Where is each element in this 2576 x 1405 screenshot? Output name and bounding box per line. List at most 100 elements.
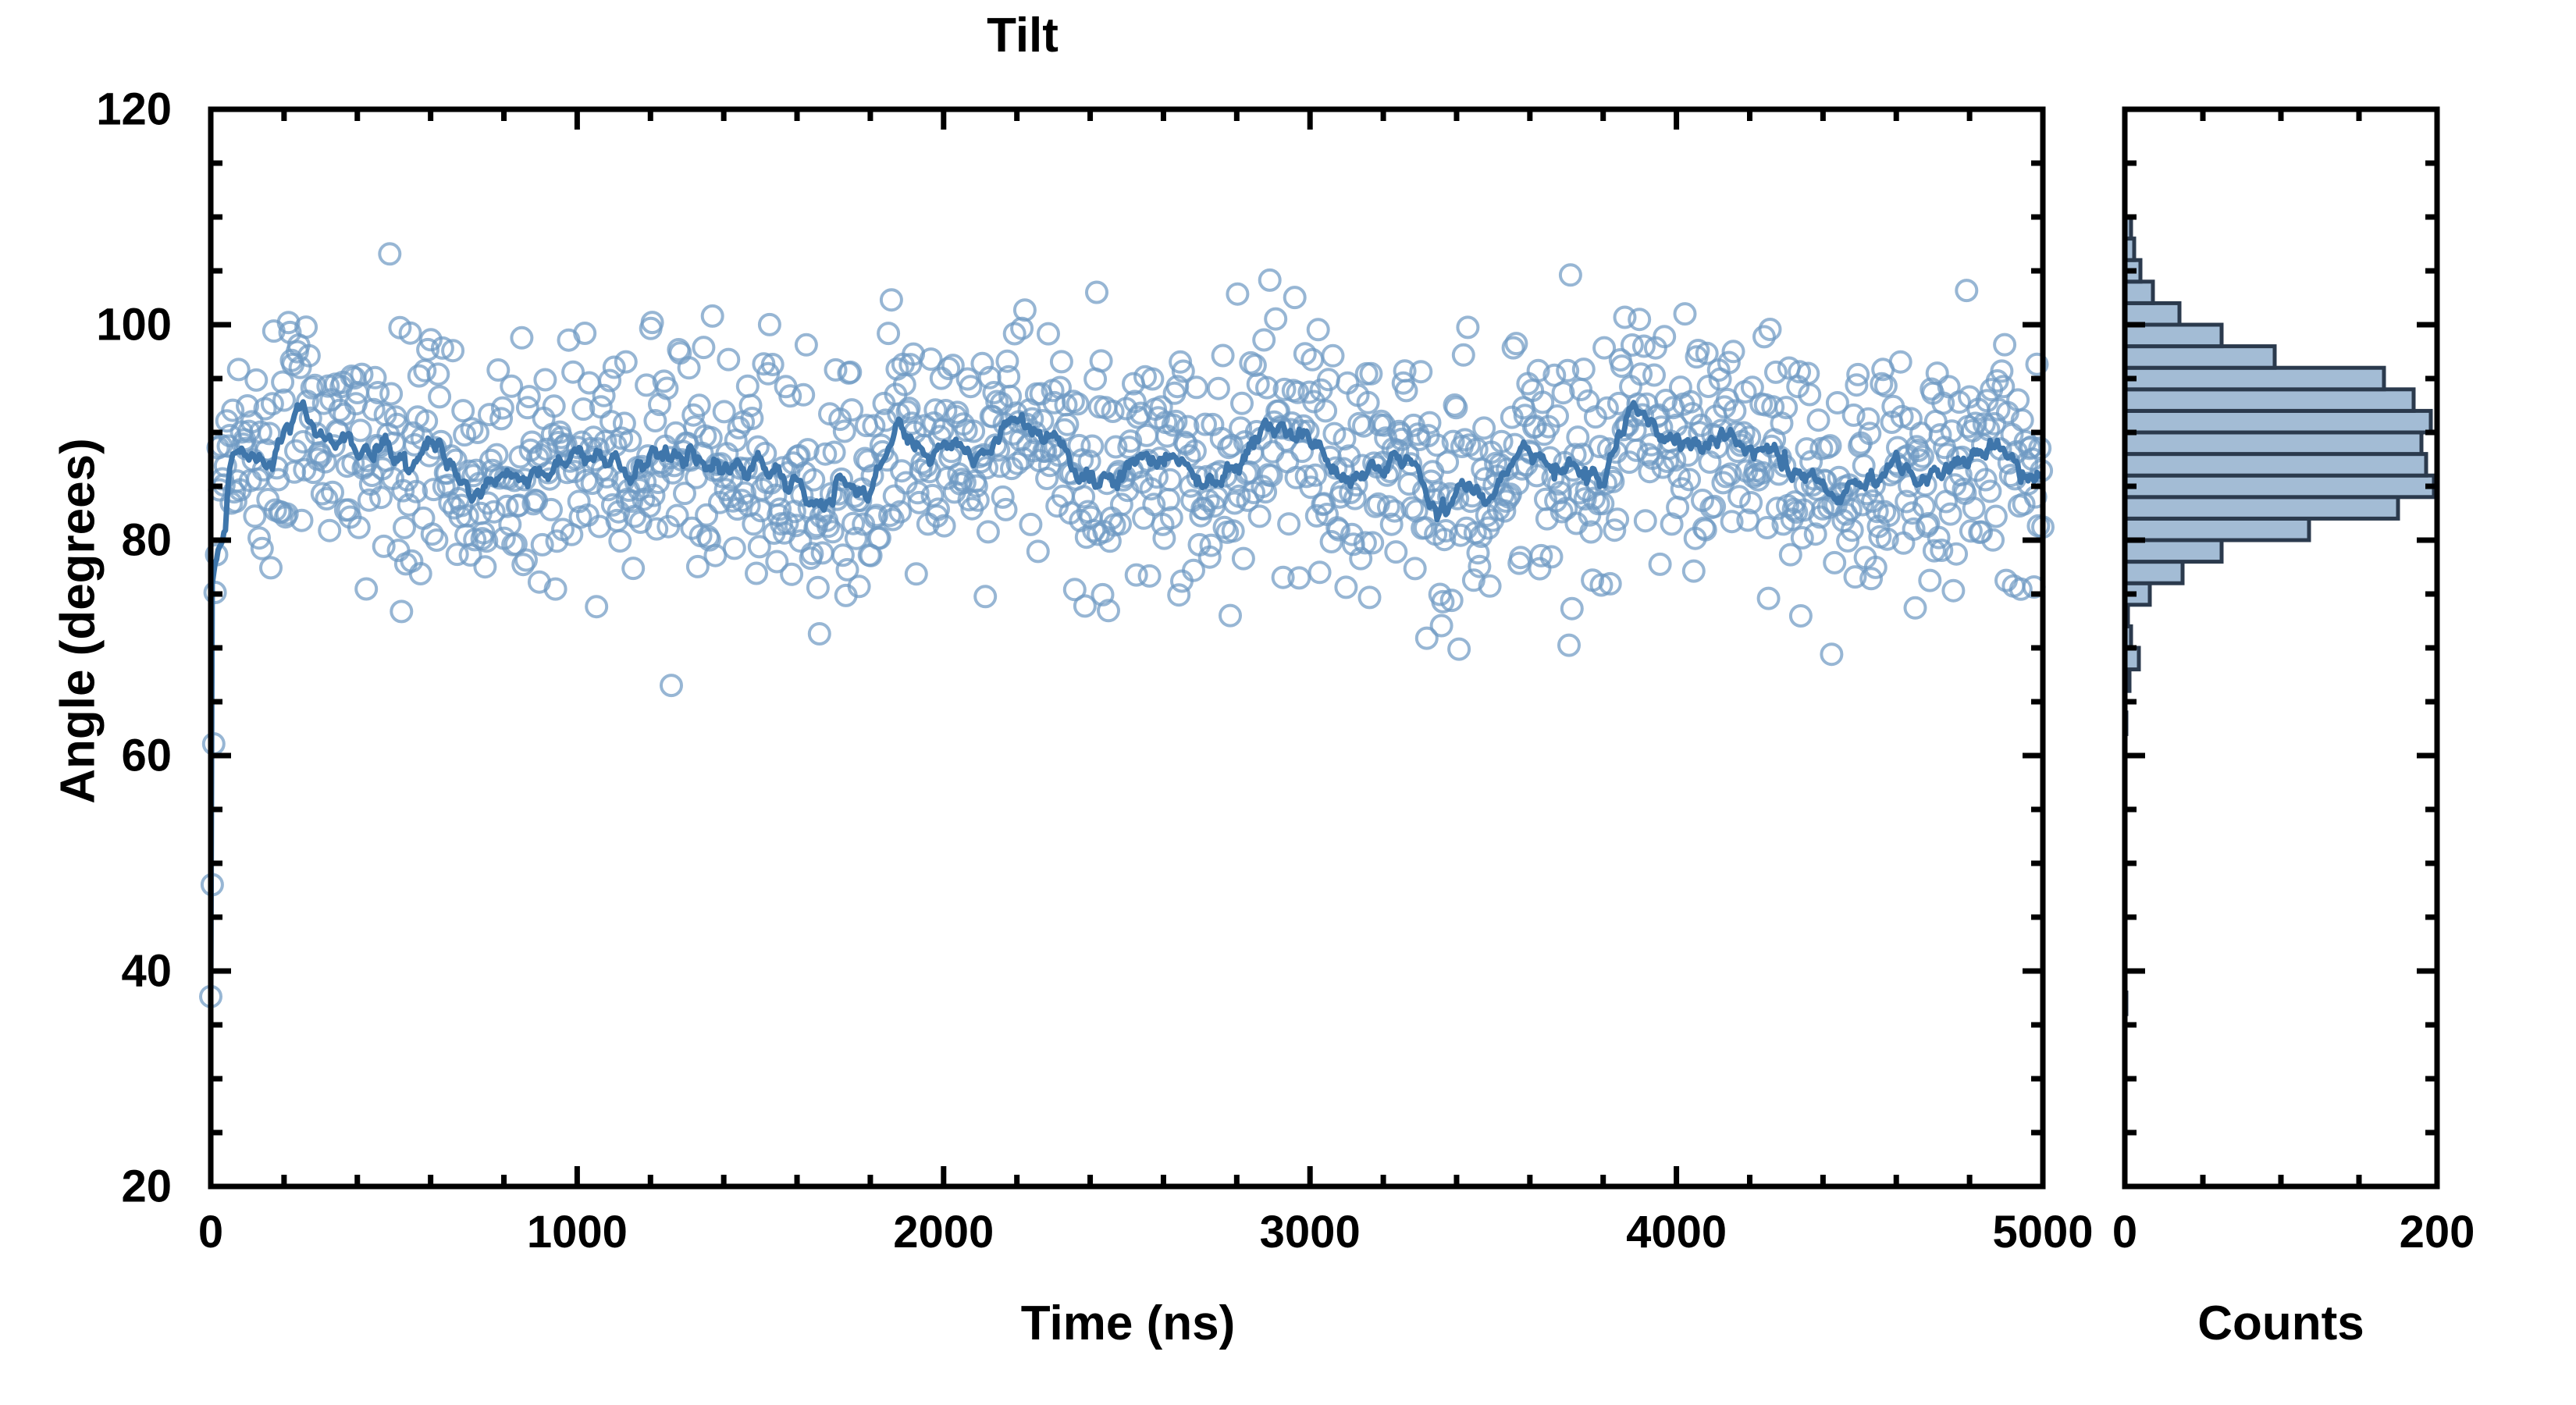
scatter-point bbox=[640, 311, 664, 335]
scatter-point bbox=[1353, 531, 1377, 555]
scatter-point bbox=[1429, 614, 1453, 638]
scatter-point bbox=[1343, 486, 1367, 510]
scatter-point bbox=[1254, 480, 1278, 504]
scatter-point bbox=[1908, 448, 1932, 472]
scatter-point bbox=[897, 397, 921, 421]
scatter-point bbox=[712, 400, 736, 424]
scatter-point bbox=[1873, 374, 1898, 398]
scatter-point bbox=[244, 368, 269, 392]
scatter-point bbox=[247, 526, 271, 550]
scatter-point bbox=[415, 409, 439, 433]
scatter-point bbox=[1531, 390, 1555, 414]
scatter-point bbox=[318, 518, 342, 542]
scatter-point bbox=[1955, 279, 1979, 303]
scatter-point bbox=[275, 502, 299, 526]
scatter-point bbox=[1613, 305, 1637, 329]
scatter-point bbox=[473, 555, 497, 579]
scatter-point bbox=[1119, 429, 1143, 454]
y-tick-label-60: 60 bbox=[121, 730, 172, 781]
scatter-point bbox=[413, 358, 437, 382]
scatter-point bbox=[297, 343, 321, 368]
scatter-point bbox=[1550, 500, 1574, 524]
scatter-point bbox=[322, 434, 346, 458]
scatter-point bbox=[954, 418, 978, 443]
histogram-bar bbox=[2122, 473, 2436, 500]
scatter-point bbox=[404, 479, 429, 503]
scatter-point bbox=[614, 350, 638, 374]
scatter-point bbox=[1271, 565, 1295, 589]
scatter-point bbox=[1930, 539, 1954, 562]
scatter-point bbox=[1132, 506, 1156, 530]
scatter-point bbox=[882, 484, 906, 508]
scatter-point bbox=[361, 397, 386, 422]
scatter-point bbox=[665, 503, 689, 528]
scatter-point bbox=[1673, 302, 1697, 326]
histogram-bar bbox=[2122, 344, 2277, 370]
scatter-point bbox=[1170, 569, 1194, 593]
scatter-point bbox=[1693, 518, 1717, 542]
hist-x-tick-label-0: 0 bbox=[2112, 1207, 2138, 1257]
scatter-point bbox=[1073, 594, 1097, 618]
scatter-point bbox=[1314, 399, 1338, 423]
scatter-point bbox=[1617, 450, 1642, 475]
scatter-point bbox=[1758, 318, 1782, 341]
scatter-point bbox=[1606, 507, 1630, 532]
scatter-point bbox=[258, 422, 282, 446]
scatter-point bbox=[802, 468, 826, 492]
scatter-point bbox=[697, 528, 721, 552]
scatter-point bbox=[1648, 552, 1672, 576]
scatter-point bbox=[425, 528, 449, 552]
scatter-point bbox=[1255, 375, 1279, 400]
scatter-point bbox=[1139, 477, 1163, 501]
scatter-point bbox=[1037, 322, 1060, 346]
scatter-point bbox=[1005, 451, 1030, 475]
scatter-point bbox=[831, 543, 855, 567]
scatter-point bbox=[1681, 559, 1706, 583]
scatter-point bbox=[792, 382, 816, 407]
scatter-point bbox=[490, 396, 514, 420]
scatter-point bbox=[1877, 503, 1901, 528]
y-tick-label-80: 80 bbox=[121, 514, 172, 566]
scatter-point bbox=[350, 362, 374, 386]
scatter-point bbox=[1109, 493, 1133, 517]
scatter-point bbox=[378, 242, 402, 266]
scatter-point bbox=[539, 497, 563, 521]
scatter-point bbox=[271, 370, 295, 394]
scatter-point bbox=[1451, 343, 1475, 367]
scatter-point bbox=[1679, 389, 1703, 414]
scatter-point bbox=[608, 529, 632, 553]
scatter-point bbox=[1334, 575, 1358, 599]
scatter-point bbox=[250, 536, 274, 560]
scatter-point bbox=[844, 526, 868, 550]
scatter-point bbox=[310, 482, 334, 506]
scatter-point bbox=[1287, 566, 1311, 590]
scatter-point bbox=[1557, 633, 1581, 657]
scatter-point bbox=[354, 577, 379, 601]
scatter-point bbox=[1324, 456, 1348, 480]
scatter-point bbox=[1558, 263, 1582, 287]
scatter-point bbox=[1267, 399, 1290, 423]
scatter-point bbox=[1182, 558, 1205, 582]
scatter-point bbox=[486, 358, 511, 382]
scatter-point bbox=[1140, 367, 1165, 391]
scatter-point bbox=[1137, 564, 1162, 588]
scatter-point bbox=[1890, 404, 1914, 429]
scatter-point bbox=[1984, 504, 2008, 528]
scatter-point bbox=[1304, 463, 1327, 487]
scatter-point bbox=[243, 504, 267, 528]
scatter-point bbox=[738, 393, 763, 418]
scatter-point bbox=[1384, 540, 1408, 564]
scatter-point bbox=[1774, 396, 1799, 420]
scatter-point bbox=[1888, 350, 1912, 374]
scatter-point bbox=[1981, 528, 2005, 552]
scatter-point bbox=[733, 481, 756, 505]
scatter-point bbox=[847, 574, 871, 599]
scatter-point bbox=[515, 396, 539, 420]
scatter-point bbox=[1382, 499, 1407, 523]
scatter-point bbox=[637, 494, 661, 518]
scatter-point bbox=[830, 467, 853, 491]
scatter-point bbox=[466, 421, 489, 444]
scatter-point bbox=[1183, 439, 1207, 463]
scatter-point bbox=[692, 336, 716, 360]
scatter-point bbox=[970, 351, 994, 375]
